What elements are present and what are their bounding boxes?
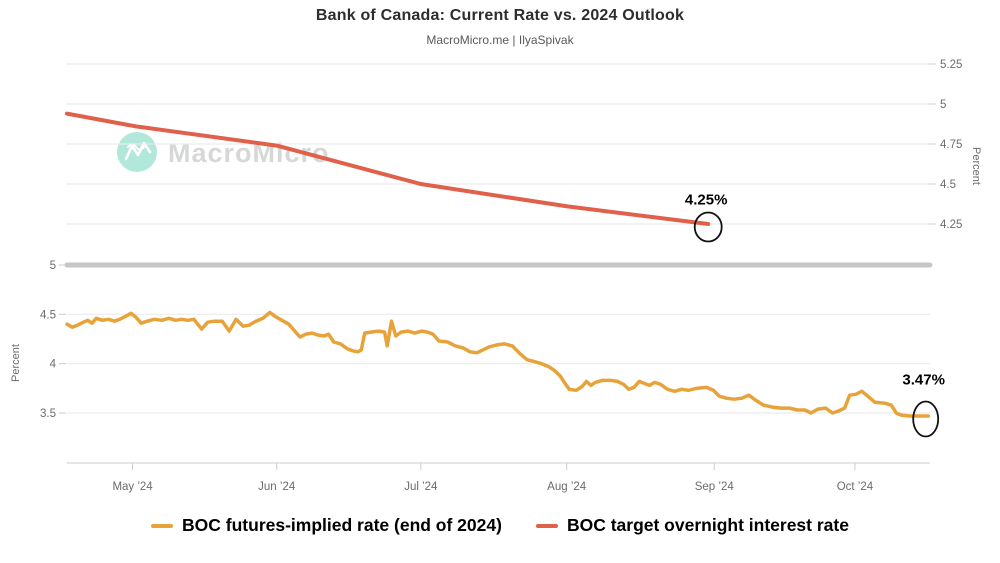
legend: BOC futures-implied rate (end of 2024) B… (0, 515, 1000, 536)
annotation-label: 4.25% (685, 192, 728, 209)
target-legend-dash-icon (535, 523, 558, 528)
target-overnight-rate-line (65, 111, 711, 226)
futures-rate-panel-axes: 5 4.5 4 3.5 Percent (10, 260, 933, 420)
y-tick-label: 4.5 (40, 309, 56, 321)
legend-item-futures-implied-rate[interactable]: BOC futures-implied rate (end of 2024) (151, 515, 502, 536)
y-tick-label: 5.25 (940, 59, 962, 71)
x-axis: May ’24 Jun ’24 Jul ’24 Aug ’24 Sep ’24 Oct ’… (67, 462, 930, 493)
target-rate-panel-ylabel: Percent (970, 147, 982, 185)
futures-implied-rate-line (65, 310, 931, 418)
x-tick-label: Oct ’24 (837, 481, 874, 493)
x-tick-label: Sep ’24 (695, 481, 735, 493)
y-tick-label: 4 (50, 359, 57, 371)
chart-subtitle: MacroMicro.me | IlyaSpivak (426, 33, 574, 47)
annotation-label: 3.47% (902, 371, 945, 388)
legend-label: BOC target overnight interest rate (566, 515, 849, 535)
x-tick-label: Jun ’24 (258, 481, 296, 493)
annotation-circle-icon (912, 400, 940, 438)
x-tick-label: Aug ’24 (547, 481, 587, 493)
x-tick-label: May ’24 (112, 481, 153, 493)
y-tick-label: 5 (50, 260, 56, 272)
futures-rate-panel-ylabel: Percent (10, 344, 22, 382)
y-tick-label: 3.5 (40, 408, 56, 420)
futures-legend-dash-icon (151, 523, 174, 528)
futures-rate-annotation: 3.47% (902, 371, 945, 438)
y-tick-label: 4.5 (940, 179, 956, 191)
target-rate-annotation: 4.25% (685, 192, 728, 243)
y-tick-label: 4.75 (940, 139, 962, 151)
y-tick-label: 4.25 (940, 219, 962, 231)
legend-item-target-overnight-rate[interactable]: BOC target overnight interest rate (535, 515, 849, 536)
chart-canvas: MacroMicro5.2554.754.54.25Percent54.543.… (10, 59, 982, 493)
target-rate-panel-axes: 5.25 5 4.75 4.5 4.25 Percent (66, 59, 982, 231)
x-tick-label: Jul ’24 (404, 481, 438, 493)
legend-label: BOC futures-implied rate (end of 2024) (182, 515, 502, 535)
y-tick-label: 5 (940, 99, 946, 111)
annotation-circle-icon (693, 211, 723, 243)
page-title: Bank of Canada: Current Rate vs. 2024 Ou… (315, 7, 685, 24)
